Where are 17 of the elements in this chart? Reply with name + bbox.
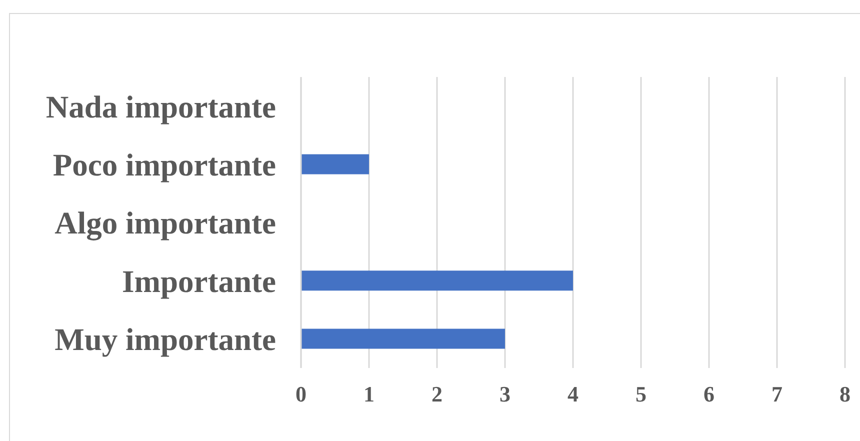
x-tick-label: 3 [500, 382, 510, 407]
x-tick-label: 4 [568, 382, 578, 407]
x-tick-label: 7 [772, 382, 782, 407]
x-tick-label: 8 [840, 382, 850, 407]
y-tick-label: Muy importante [54, 322, 276, 358]
y-tick-label: Nada importante [46, 89, 276, 124]
bar [301, 270, 573, 291]
y-tick-label: Poco importante [52, 147, 276, 182]
bar [301, 154, 369, 174]
x-tick-label: 1 [364, 382, 374, 407]
y-tick-label: Algo importante [54, 206, 276, 241]
y-tick-label: Importante [122, 264, 276, 299]
x-tick-label: 6 [704, 382, 714, 407]
bar [301, 328, 505, 349]
x-tick-label: 2 [432, 382, 442, 407]
x-tick-label: 0 [296, 382, 306, 407]
x-tick-label: 5 [636, 382, 646, 407]
